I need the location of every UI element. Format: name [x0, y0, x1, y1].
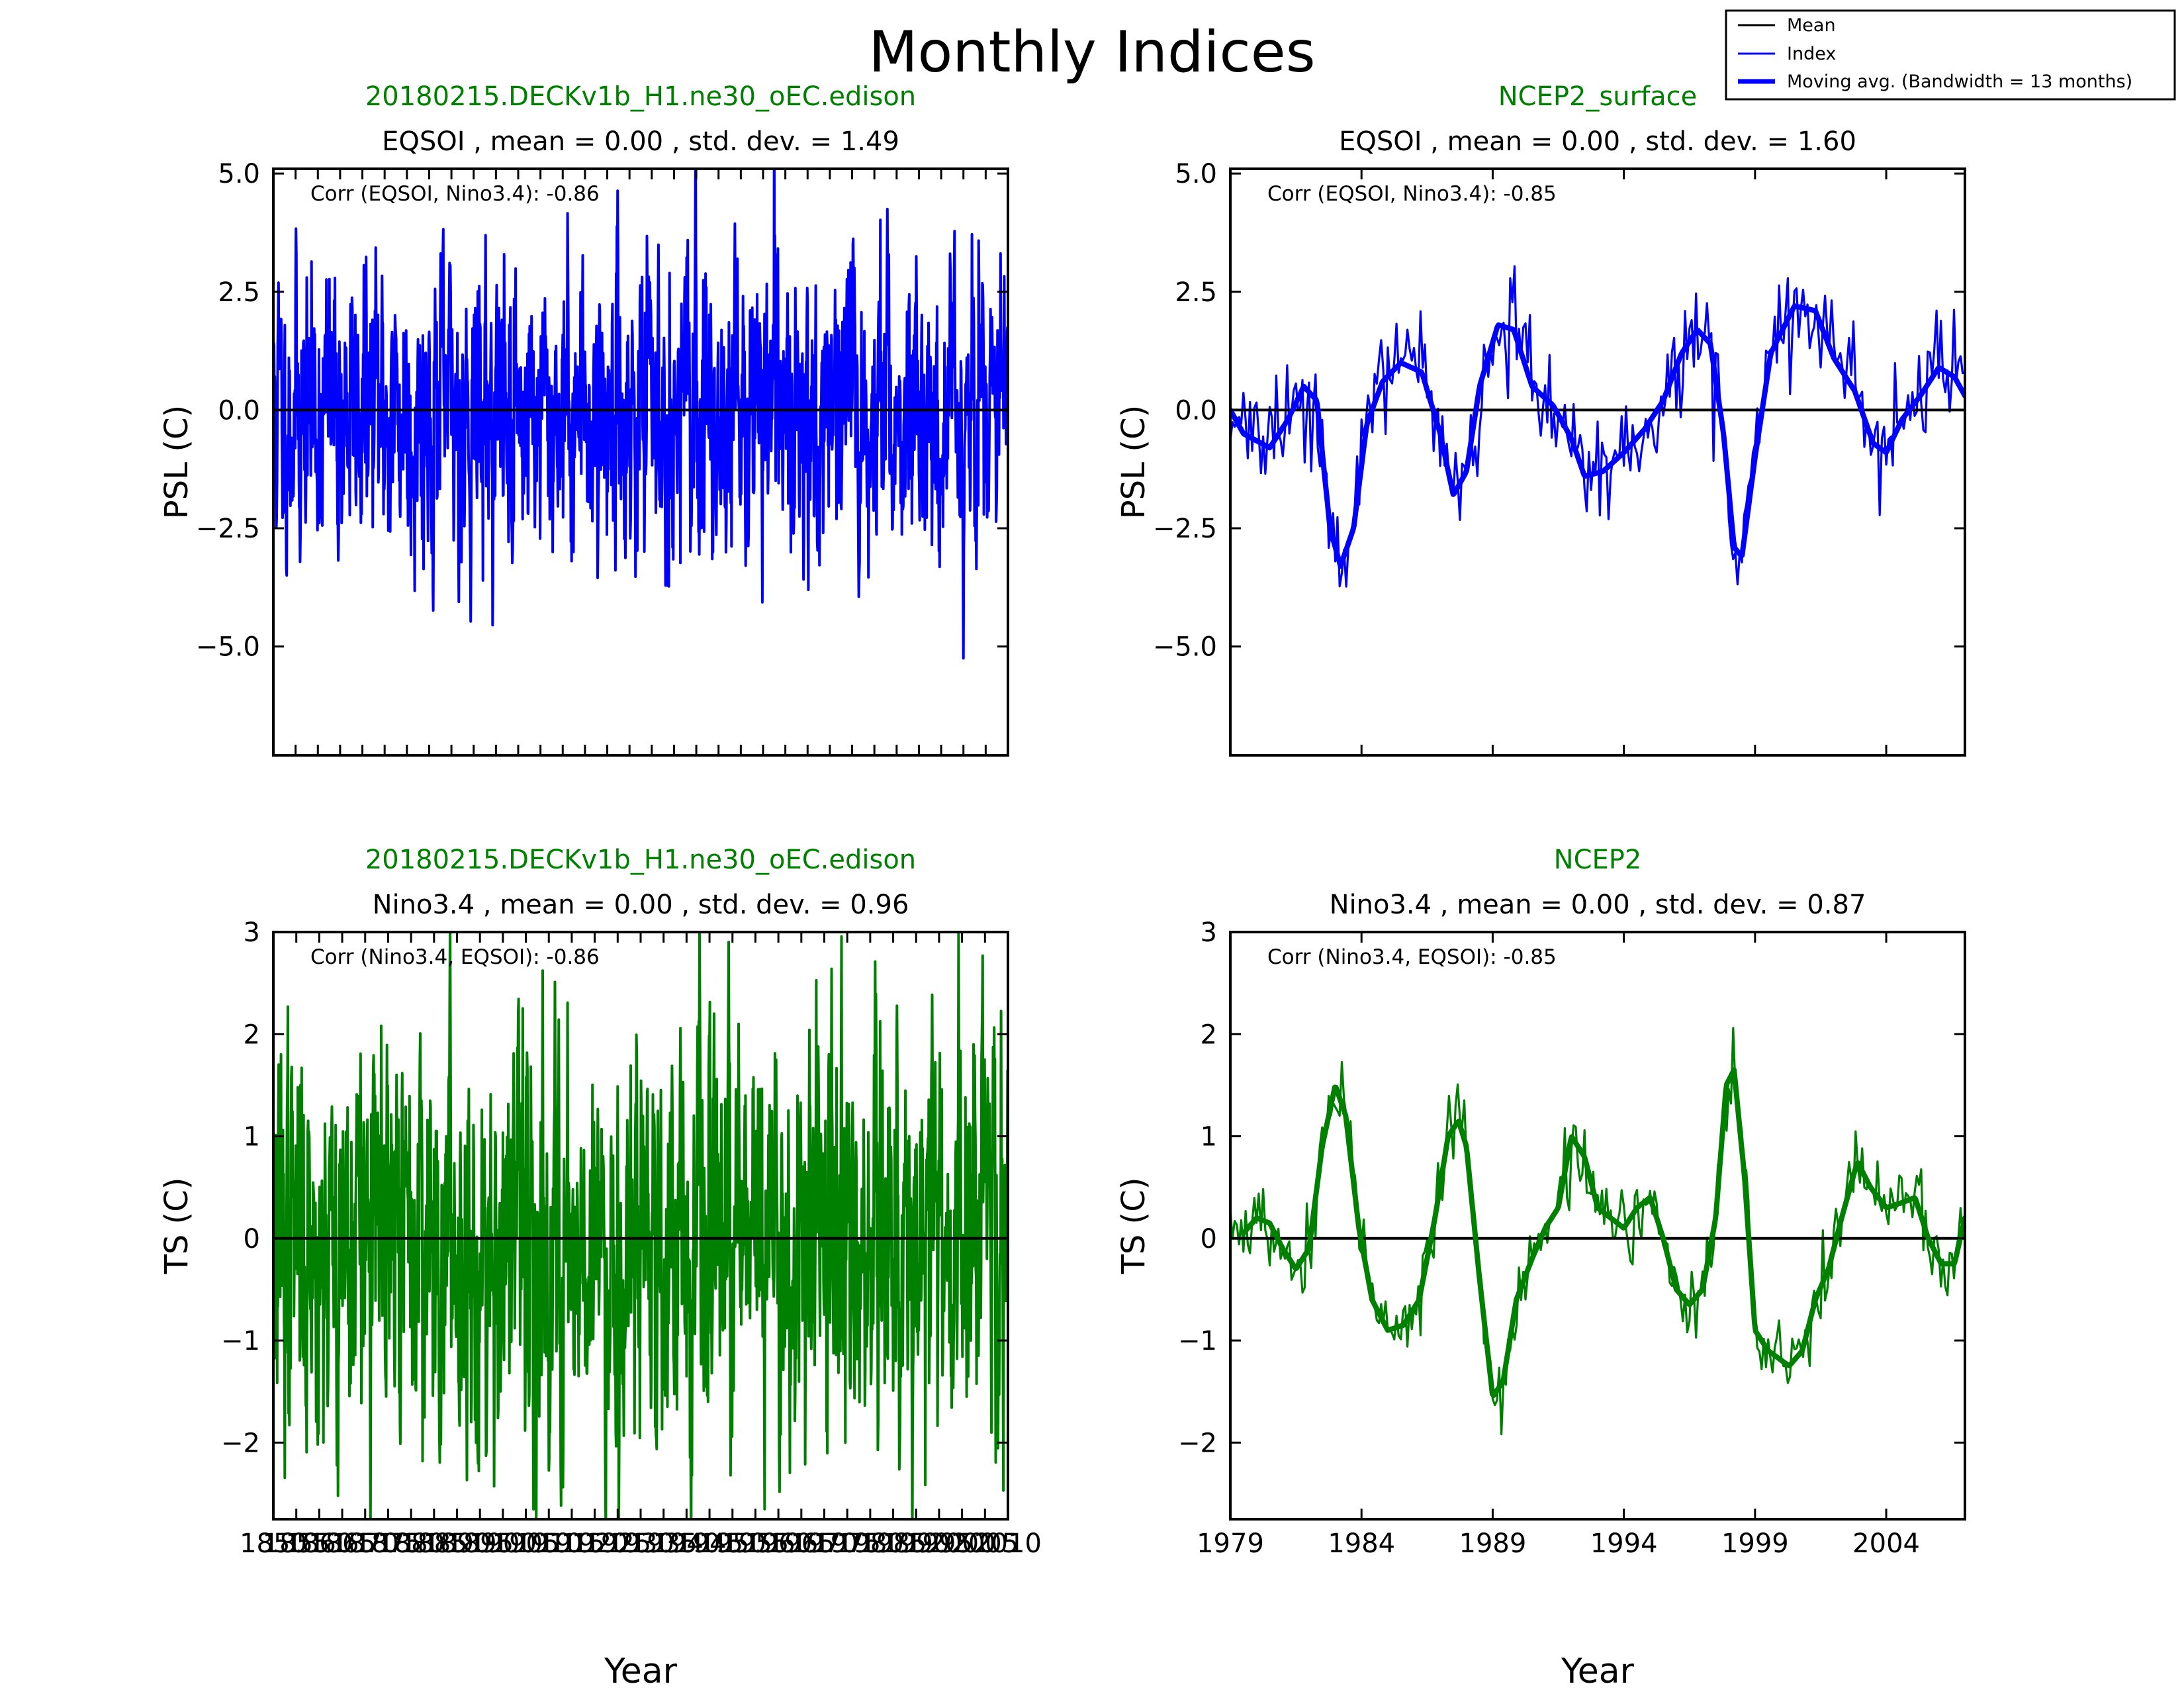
y-tick-label: −5.0 [196, 632, 260, 663]
y-tick-label: 5.0 [1175, 159, 1217, 189]
x-tick-label: 1955 [722, 1528, 790, 1559]
y-tick-label: −1 [221, 1326, 260, 1356]
x-tick-label: 1985 [860, 1528, 927, 1559]
x-tick-label: 1850 [240, 1528, 307, 1559]
x-tick-label: 2004 [1852, 1528, 1920, 1559]
y-tick-label: 2 [1201, 1019, 1217, 1050]
y-tick-label: 1 [244, 1122, 260, 1152]
x-tick-label: 1970 [791, 1528, 858, 1559]
x-tick-label: 1979 [1197, 1528, 1264, 1559]
x-tick-label: 1920 [561, 1528, 629, 1559]
x-tick-label: 1910 [515, 1528, 582, 1559]
y-tick-label: −1 [1178, 1326, 1217, 1356]
panel-model-eqsoi: 20180215.DECKv1b_H1.ne30_oEC.edison EQSOI… [158, 81, 1009, 757]
correlation-annotation: Corr (EQSOI, Nino3.4): -0.86 [310, 182, 600, 206]
y-tick-label: −2.5 [196, 514, 260, 544]
y-axis-label: PSL (C) [158, 405, 195, 519]
x-tick-label: 1999 [1721, 1528, 1789, 1559]
legend-label-index: Index [1787, 44, 1836, 64]
y-axis-label: TS (C) [1115, 1177, 1152, 1274]
x-tick-label: 1989 [1459, 1528, 1527, 1559]
x-tick-label: 1875 [355, 1528, 422, 1559]
y-tick-label: 2 [244, 1019, 260, 1050]
x-tick-label: 1950 [699, 1528, 766, 1559]
x-tick-label: 1855 [263, 1528, 330, 1559]
moving-average-line [1230, 303, 1965, 569]
y-tick-label: 3 [244, 917, 260, 948]
x-tick-label: 1915 [538, 1528, 606, 1559]
panel-dataset-title: 20180215.DECKv1b_H1.ne30_oEC.edison [365, 845, 916, 875]
y-tick-label: 0.0 [218, 395, 260, 426]
y-tick-label: 2.5 [1175, 277, 1217, 308]
panel-title: Nino3.4 , mean = 0.00 , std. dev. = 0.87 [1330, 890, 1866, 920]
correlation-annotation: Corr (EQSOI, Nino3.4): -0.85 [1267, 182, 1557, 206]
panel-dataset-title: 20180215.DECKv1b_H1.ne30_oEC.edison [365, 81, 916, 112]
x-tick-label: 2005 [951, 1528, 1019, 1559]
legend: Mean Index Moving avg. (Bandwidth = 13 m… [1725, 9, 2176, 101]
panel-obs-nino34: NCEP2 Nino3.4 , mean = 0.00 , std. dev. =… [1115, 845, 1966, 1688]
figure-title: Monthly Indices [868, 19, 1315, 85]
panel-title: EQSOI , mean = 0.00 , std. dev. = 1.49 [382, 126, 899, 157]
x-tick-label: 1865 [308, 1528, 376, 1559]
x-tick-label: 2010 [974, 1528, 1042, 1559]
x-tick-label: 1965 [768, 1528, 835, 1559]
legend-label-mean: Mean [1787, 15, 1836, 36]
panel-title: EQSOI , mean = 0.00 , std. dev. = 1.60 [1339, 126, 1856, 157]
panel-dataset-title: NCEP2 [1554, 845, 1642, 875]
x-tick-label: 1960 [745, 1528, 812, 1559]
correlation-annotation: Corr (Nino3.4, EQSOI): -0.85 [1267, 945, 1557, 969]
x-tick-label: 1895 [446, 1528, 514, 1559]
plot-frame [1229, 167, 1966, 757]
y-tick-label: 0 [244, 1224, 260, 1254]
y-tick-label: 5.0 [218, 159, 260, 189]
y-tick-label: 2.5 [218, 277, 260, 308]
x-tick-label: 1880 [377, 1528, 445, 1559]
plot-frame [1229, 931, 1966, 1521]
y-tick-label: −2 [1178, 1428, 1217, 1458]
y-tick-label: 1 [1201, 1122, 1217, 1152]
x-tick-label: 1975 [813, 1528, 881, 1559]
x-tick-label: 2000 [929, 1528, 996, 1559]
index-series-line [273, 932, 1008, 1519]
panel-title: Nino3.4 , mean = 0.00 , std. dev. = 0.96 [373, 890, 909, 920]
x-tick-label: 1980 [837, 1528, 904, 1559]
y-tick-label: −2.5 [1153, 514, 1217, 544]
x-tick-label: 1994 [1590, 1528, 1658, 1559]
y-tick-label: −2 [221, 1428, 260, 1458]
x-tick-label: 1995 [905, 1528, 973, 1559]
y-tick-label: 3 [1201, 917, 1217, 948]
panel-model-nino34: 20180215.DECKv1b_H1.ne30_oEC.edison Nino3… [158, 845, 1042, 1688]
x-axis-label: Year [604, 1652, 678, 1688]
x-tick-label: 1925 [584, 1528, 651, 1559]
x-tick-label: 1945 [676, 1528, 743, 1559]
x-tick-label: 1930 [607, 1528, 674, 1559]
panel-dataset-title: NCEP2_surface [1498, 81, 1698, 112]
x-tick-label: 1860 [285, 1528, 353, 1559]
y-tick-label: 0 [1201, 1224, 1217, 1254]
y-tick-label: 0.0 [1175, 395, 1217, 426]
correlation-annotation: Corr (Nino3.4, EQSOI): -0.86 [310, 945, 600, 969]
y-axis-label: TS (C) [158, 1177, 195, 1274]
x-tick-label: 1900 [469, 1528, 537, 1559]
legend-frame [1725, 9, 2176, 101]
panel-obs-eqsoi: NCEP2_surface EQSOI , mean = 0.00 , std. … [1115, 81, 1966, 757]
plot-frame [272, 167, 1009, 757]
moving-average-line [1240, 1067, 1965, 1398]
x-tick-label: 1935 [630, 1528, 698, 1559]
index-series-line [273, 169, 1008, 660]
legend-label-moving-average: Moving avg. (Bandwidth = 13 months) [1787, 71, 2132, 92]
x-axis-label: Year [1561, 1652, 1635, 1688]
y-tick-label: −5.0 [1153, 632, 1217, 663]
x-tick-label: 1905 [492, 1528, 560, 1559]
x-tick-label: 1890 [424, 1528, 491, 1559]
x-tick-label: 1870 [332, 1528, 399, 1559]
x-tick-label: 1984 [1328, 1528, 1395, 1559]
x-tick-label: 1990 [882, 1528, 950, 1559]
y-axis-label: PSL (C) [1115, 405, 1152, 519]
x-tick-label: 1885 [400, 1528, 468, 1559]
x-tick-label: 1940 [653, 1528, 720, 1559]
